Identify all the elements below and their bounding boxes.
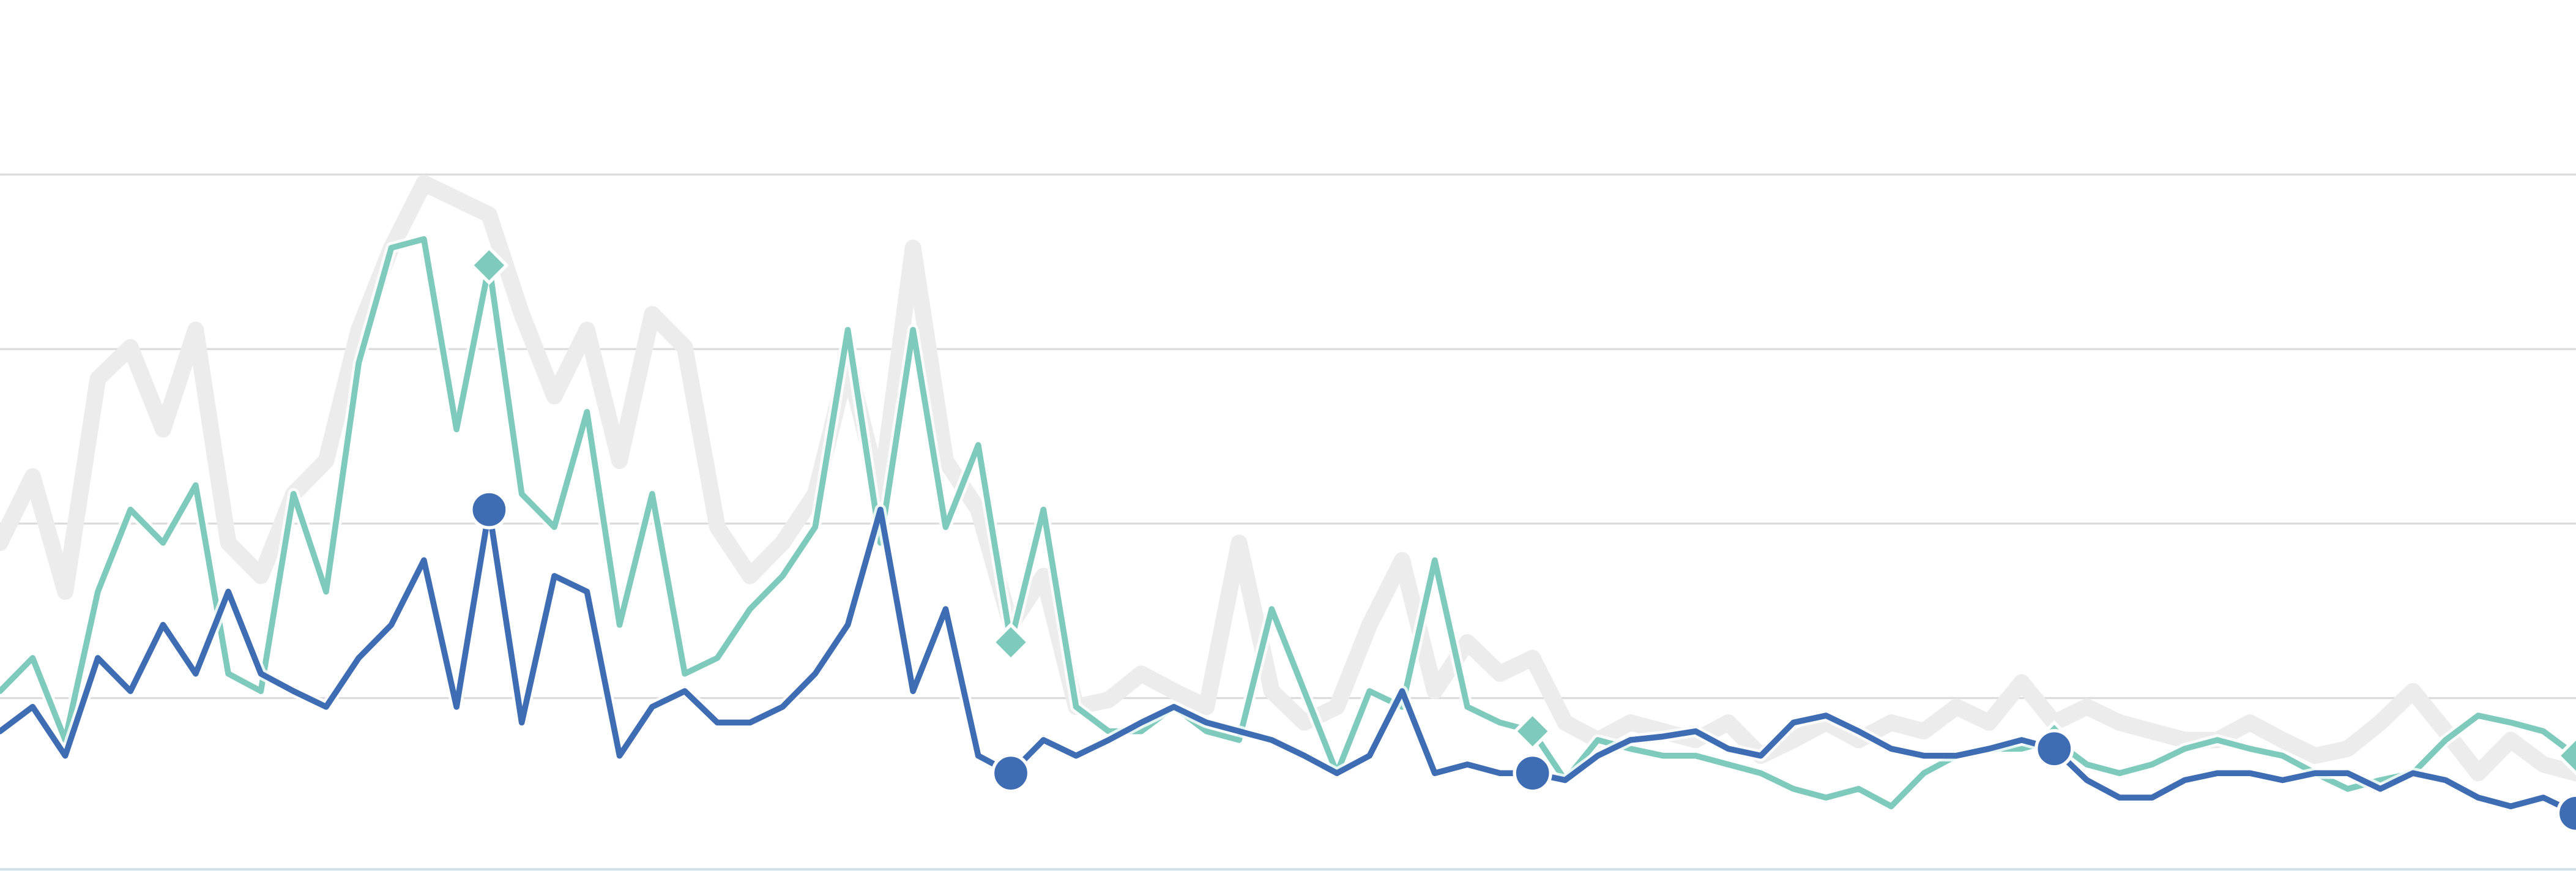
series-band [0,174,2576,782]
marker-diamond [1513,711,1552,751]
series-line [0,236,2576,810]
marker-circle [991,753,1031,793]
marker-diamond [469,245,509,285]
marker-circle [469,490,509,529]
series-line [0,506,2576,817]
marker-circle [1513,753,1552,793]
marker-circle [2034,729,2074,769]
marker-diamond [991,622,1031,662]
